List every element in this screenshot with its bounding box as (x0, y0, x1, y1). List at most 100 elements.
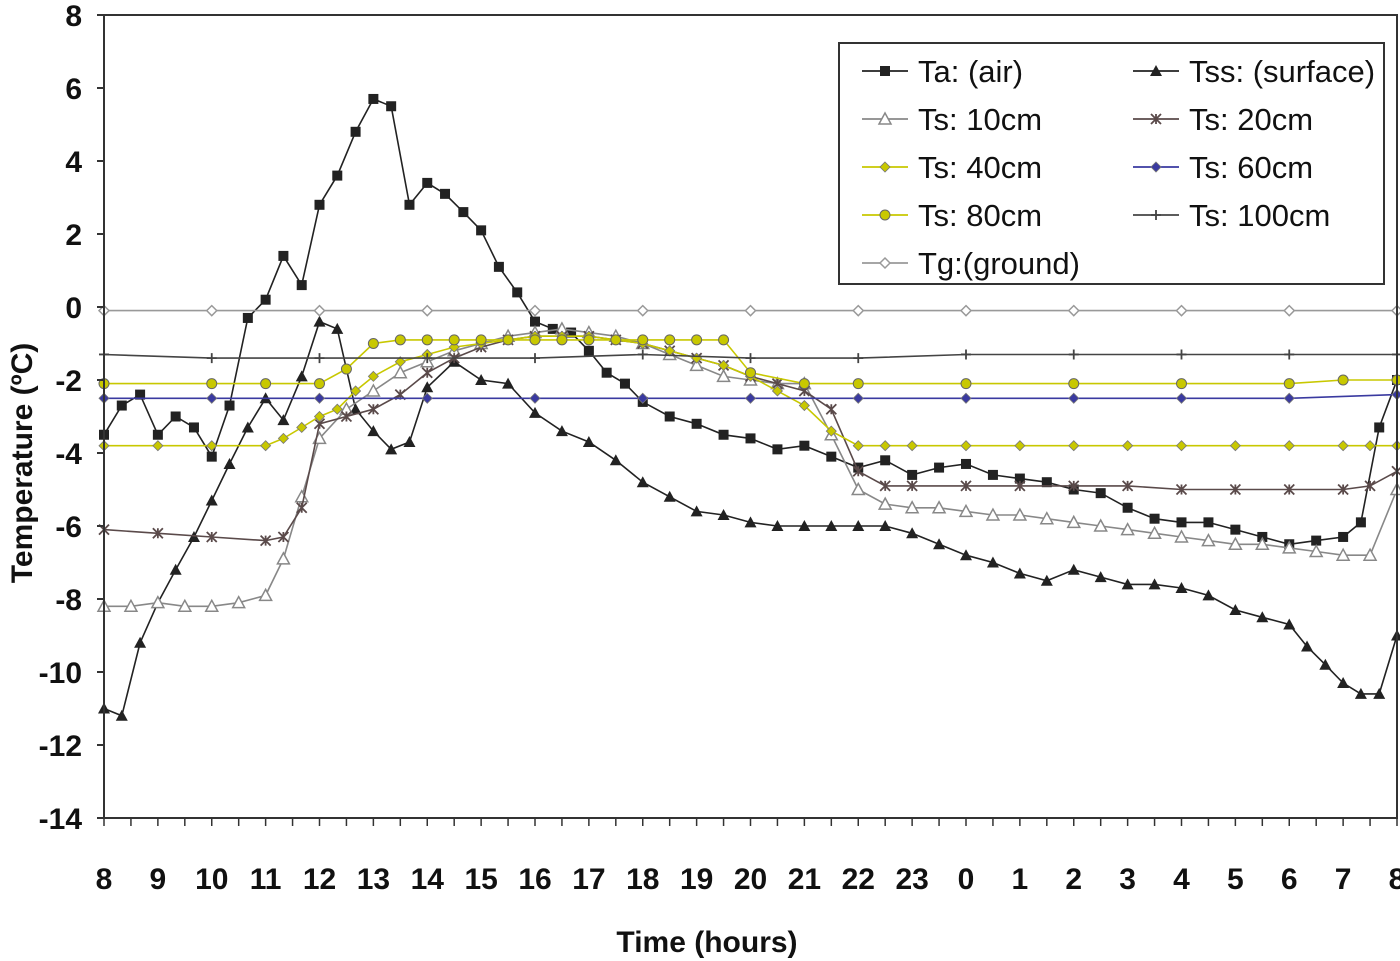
y-tick-label: -4 (55, 438, 82, 471)
data-point-ts-40cm (350, 385, 362, 397)
x-tick-label: 14 (411, 863, 445, 896)
x-tick-label: 17 (572, 863, 605, 896)
data-point-ta-air (1095, 488, 1106, 499)
data-point-ts-80cm (637, 334, 649, 346)
x-axis-title: Time (hours) (616, 926, 797, 959)
data-point-ta-air (188, 422, 199, 433)
data-point-ts-100cm (206, 353, 217, 364)
data-point-tss-surface (223, 457, 236, 469)
data-point-tss-surface (555, 425, 568, 437)
x-tick-label: 22 (842, 863, 875, 896)
data-point-ta-air (530, 316, 540, 327)
data-point-ts-80cm (1337, 374, 1349, 386)
data-point-ts-80cm (394, 334, 406, 346)
data-point-ts-10cm (689, 357, 704, 372)
data-point-tg-ground (1067, 304, 1080, 317)
legend-label: Ts: 20cm (1189, 102, 1313, 137)
data-point-tss-surface (609, 454, 622, 466)
data-point-ts-10cm (904, 500, 920, 514)
data-point-ts-20cm (296, 502, 308, 514)
data-point-ts-60cm (1175, 392, 1188, 404)
data-point-ts-40cm (1122, 440, 1134, 452)
data-point-tg-ground (744, 304, 757, 317)
data-point-ts-60cm (421, 392, 433, 404)
data-point-ts-40cm (771, 385, 784, 397)
data-point-ts-20cm (1283, 483, 1295, 496)
data-point-ts-80cm (852, 378, 864, 390)
x-tick-label: 5 (1227, 863, 1244, 896)
data-point-ts-80cm (556, 334, 568, 346)
data-point-ts-80cm (1068, 378, 1080, 390)
data-point-tss-surface (1283, 618, 1296, 630)
data-point-tss-surface (1040, 574, 1053, 586)
x-tick-label: 23 (895, 863, 928, 896)
data-point-tss-surface (663, 490, 676, 502)
data-point-ts-40cm (206, 440, 218, 452)
data-point-ta-air (566, 327, 577, 338)
data-point-ts-10cm (877, 496, 893, 510)
data-point-ts-20cm (340, 410, 353, 423)
y-tick-label: -14 (39, 803, 83, 836)
data-point-ts-80cm (610, 334, 622, 346)
data-point-ta-air (907, 469, 918, 480)
data-point-ta-air (1311, 535, 1322, 546)
data-point-ts-80cm (421, 334, 433, 346)
data-point-tss-surface (1256, 611, 1269, 623)
data-point-ts-20cm (1175, 483, 1188, 496)
data-point-tss-surface (717, 509, 730, 521)
x-tick-label: 8 (96, 863, 113, 896)
data-point-tss-surface (1013, 567, 1026, 579)
data-point-ta-air (961, 458, 971, 469)
data-point-tss-surface (205, 494, 218, 506)
data-point-ta-air (368, 93, 379, 104)
data-point-ts-80cm (340, 363, 352, 375)
data-point-tss-surface (134, 636, 147, 648)
data-point-ts-10cm (1201, 533, 1216, 547)
data-point-tss-surface (367, 425, 380, 437)
data-point-ta-air (476, 225, 487, 236)
data-point-ta-air (601, 367, 612, 378)
y-tick-label: 6 (65, 73, 82, 106)
data-point-ts-20cm (277, 531, 290, 543)
y-axis: 8 6 4 2 0 -2 -4 -6 -8 -10 -12 -14 (39, 0, 104, 836)
legend-item-ts-100cm: Ts: 100cm (1133, 198, 1330, 233)
data-point-ts-40cm (906, 440, 918, 452)
data-point-ts-80cm (502, 334, 514, 346)
data-point-ts-10cm (850, 481, 866, 496)
data-point-tg-ground (1175, 304, 1188, 317)
data-point-ta-air (458, 207, 469, 218)
data-point-ts-60cm (637, 392, 649, 404)
legend-item-ts-10cm: Ts: 10cm (862, 102, 1042, 137)
data-point-ts-10cm (1281, 540, 1297, 554)
data-point-ts-20cm (152, 527, 164, 539)
data-point-tss-surface (1337, 676, 1350, 688)
data-point-ts-20cm (421, 367, 433, 379)
series-ts-100cm (99, 349, 1400, 364)
x-tick-label: 4 (1173, 863, 1190, 896)
data-point-ts-20cm (206, 531, 218, 543)
data-point-tss-surface (933, 538, 946, 550)
data-point-tss-surface (582, 436, 595, 448)
data-point-ts-40cm (260, 440, 272, 452)
data-point-ts-10cm (1308, 543, 1324, 558)
data-point-ts-40cm (1364, 440, 1376, 452)
y-tick-label: -12 (39, 730, 82, 763)
legend-item-ts-20cm: Ts: 20cm (1133, 102, 1313, 137)
data-point-ta-air (583, 345, 594, 356)
data-point-ts-80cm (1176, 378, 1187, 390)
data-point-ts-10cm (1147, 525, 1162, 540)
legend-swatch-marker (1150, 161, 1162, 173)
data-point-ts-60cm (744, 392, 757, 404)
data-point-tss-surface (1301, 640, 1314, 652)
data-point-tss-surface (1148, 578, 1161, 590)
data-point-tg-ground (636, 304, 649, 317)
data-point-ta-air (206, 451, 217, 462)
y-tick-label: -10 (39, 657, 82, 690)
data-point-ts-60cm (529, 392, 541, 404)
data-point-ta-air (404, 199, 415, 210)
data-point-ta-air (1176, 517, 1187, 528)
data-point-tg-ground (313, 304, 326, 317)
data-point-ta-air (242, 312, 253, 323)
data-point-ts-60cm (960, 392, 972, 404)
data-point-ta-air (224, 400, 235, 411)
